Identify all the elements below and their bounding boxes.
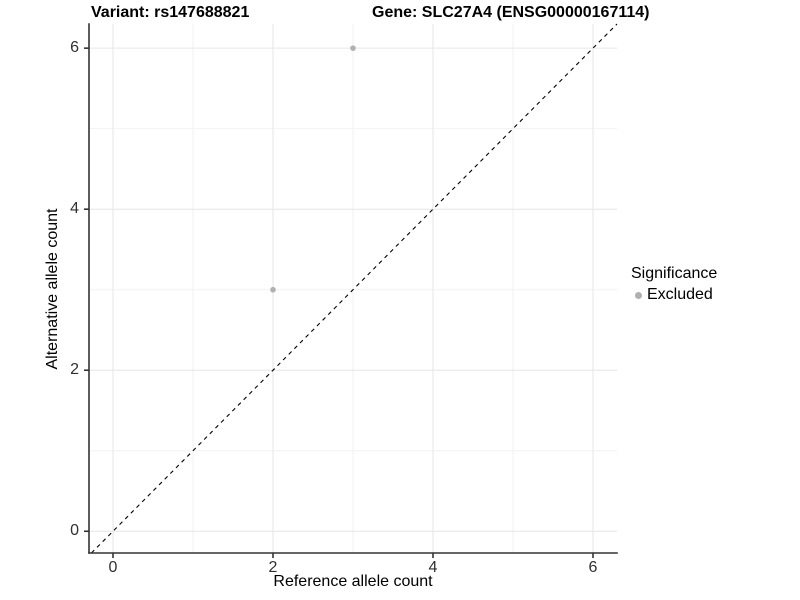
plot-title-gene: Gene: SLC27A4 (ENSG00000167114) bbox=[372, 4, 650, 21]
plot-title-variant: Variant: rs147688821 bbox=[91, 4, 250, 21]
y-tick-label: 6 bbox=[70, 39, 79, 57]
legend-item-label: Excluded bbox=[647, 286, 713, 303]
legend-point-icon bbox=[635, 291, 642, 299]
legend-title: Significance bbox=[631, 265, 718, 282]
x-tick-label: 4 bbox=[428, 559, 438, 576]
legend-item: Excluded bbox=[631, 286, 717, 304]
x-tick-label: 2 bbox=[268, 559, 278, 576]
y-tick-label: 4 bbox=[70, 200, 79, 218]
y-tick-label: 0 bbox=[70, 522, 79, 540]
identity-line bbox=[91, 23, 618, 554]
y-tick-label: 2 bbox=[70, 361, 79, 379]
legend-items: Excluded bbox=[631, 286, 717, 304]
data-point bbox=[350, 45, 356, 51]
x-axis-title: Reference allele count bbox=[273, 573, 433, 590]
y-axis-title: Alternative allele count bbox=[44, 208, 61, 370]
x-tick-label: 0 bbox=[108, 559, 118, 576]
x-tick-label: 6 bbox=[588, 559, 598, 576]
legend: Significance Excluded bbox=[631, 265, 717, 304]
data-point bbox=[270, 286, 276, 293]
